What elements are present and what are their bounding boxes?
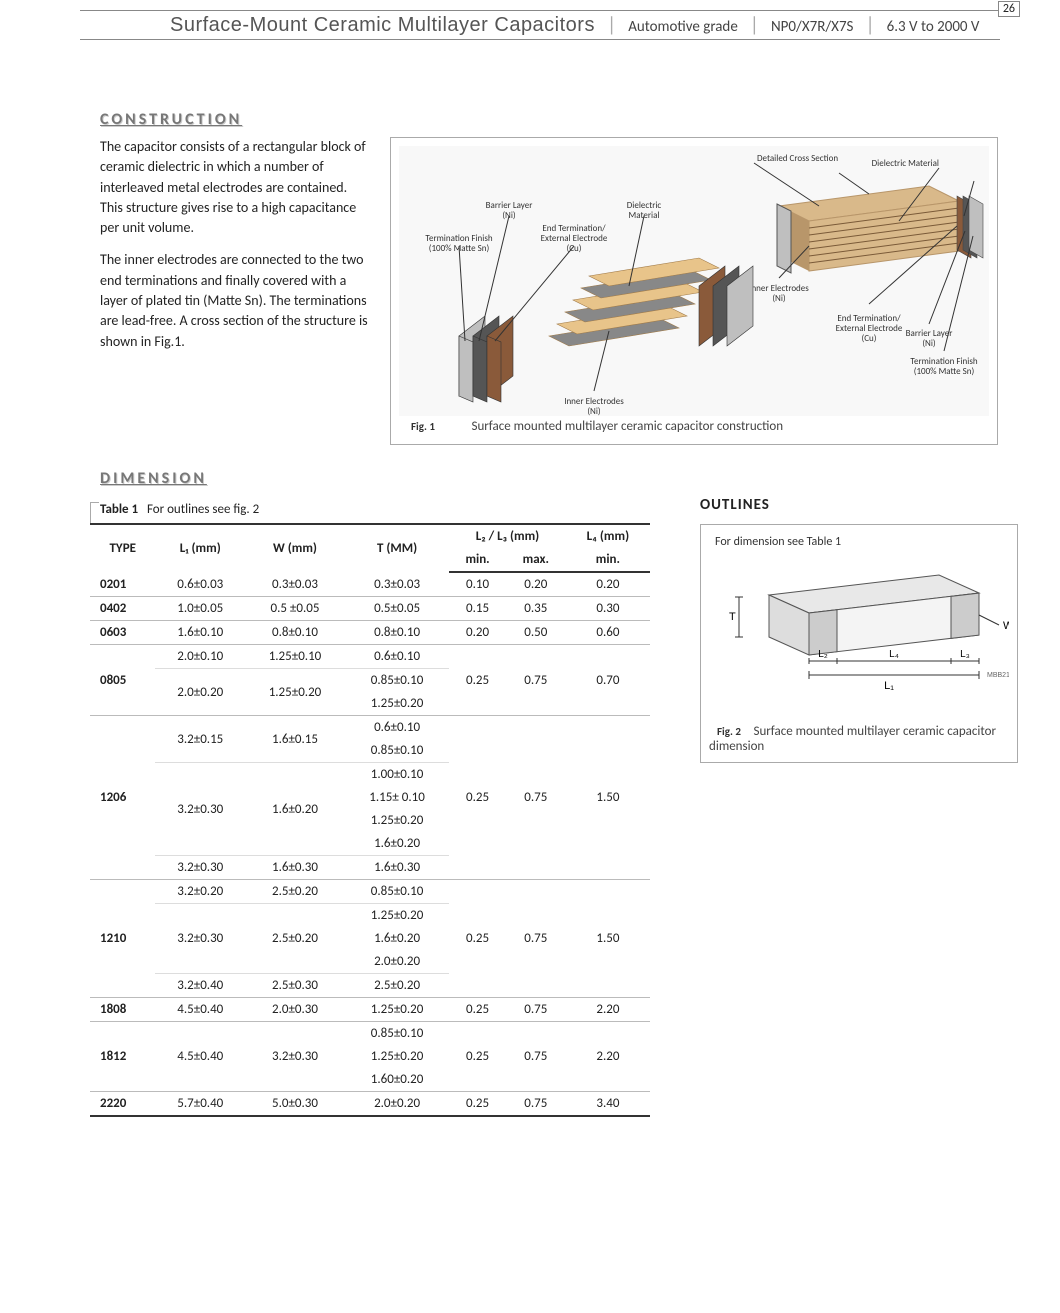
figure-2: For dimension see Table 1 T W L₁ L₂ L₄ L₃ MBB2… <box>700 524 1018 763</box>
construction-text: The capacitor consists of a rectangular … <box>80 137 370 364</box>
table1-caption: Table 1 For outlines see fig. 2 <box>100 502 660 517</box>
fig1-label: Fig. 1 <box>407 420 439 433</box>
page-number: 26 <box>998 1 1020 17</box>
construction-p1: The capacitor consists of a rectangular … <box>100 137 370 238</box>
svg-text:T: T <box>729 611 736 623</box>
dimension-table: TYPEL₁ (mm)W (mm)T (MM)L₂ / L₃ (mm)L₄ (m… <box>90 523 650 1117</box>
fig1-caption: Surface mounted multilayer ceramic capac… <box>471 419 783 434</box>
fig2-label: Fig. 2 <box>717 725 741 738</box>
fig2-svg: T W L₁ L₂ L₄ L₃ MBB211 <box>709 555 1009 715</box>
svg-text:(100% Matte Sn): (100% Matte Sn) <box>914 366 975 377</box>
svg-text:(Ni): (Ni) <box>587 406 601 416</box>
outlines-heading: OUTLINES <box>700 496 1018 514</box>
fig1-svg: Detailed Cross Section Dielectric Materia… <box>399 146 989 416</box>
svg-text:L₂: L₂ <box>818 649 828 660</box>
svg-text:W: W <box>1003 620 1009 632</box>
svg-text:(Cu): (Cu) <box>862 333 877 344</box>
fig2-note: For dimension see Table 1 <box>715 535 1009 549</box>
doc-title: Surface-Mount Ceramic Multilayer Capacit… <box>170 14 595 37</box>
svg-text:Detailed Cross Section: Detailed Cross Section <box>757 153 838 164</box>
svg-text:Material: Material <box>629 210 660 221</box>
page-header: Surface-Mount Ceramic Multilayer Capacit… <box>80 10 1000 40</box>
fig2-caption: Surface mounted multilayer ceramic capac… <box>709 724 996 754</box>
construction-p2: The inner electrodes are connected to th… <box>100 250 370 351</box>
svg-text:(Ni): (Ni) <box>502 210 516 221</box>
doc-sub1: Automotive grade <box>628 18 738 36</box>
svg-text:MBB211: MBB211 <box>987 672 1009 679</box>
figure-1: Detailed Cross Section Dielectric Materia… <box>390 137 998 445</box>
svg-text:Dielectric Material: Dielectric Material <box>872 158 939 169</box>
svg-text:L₄: L₄ <box>889 649 899 660</box>
svg-text:(Ni): (Ni) <box>922 338 936 349</box>
svg-text:L₃: L₃ <box>960 649 970 660</box>
svg-text:L₁: L₁ <box>884 680 894 692</box>
doc-sub2: NP0/X7R/X7S <box>771 18 853 36</box>
dimension-heading: DIMENSION <box>100 469 1000 488</box>
construction-heading: CONSTRUCTION <box>100 110 1000 129</box>
doc-sub3: 6.3 V to 2000 V <box>887 18 980 36</box>
svg-text:(Ni): (Ni) <box>772 293 786 304</box>
